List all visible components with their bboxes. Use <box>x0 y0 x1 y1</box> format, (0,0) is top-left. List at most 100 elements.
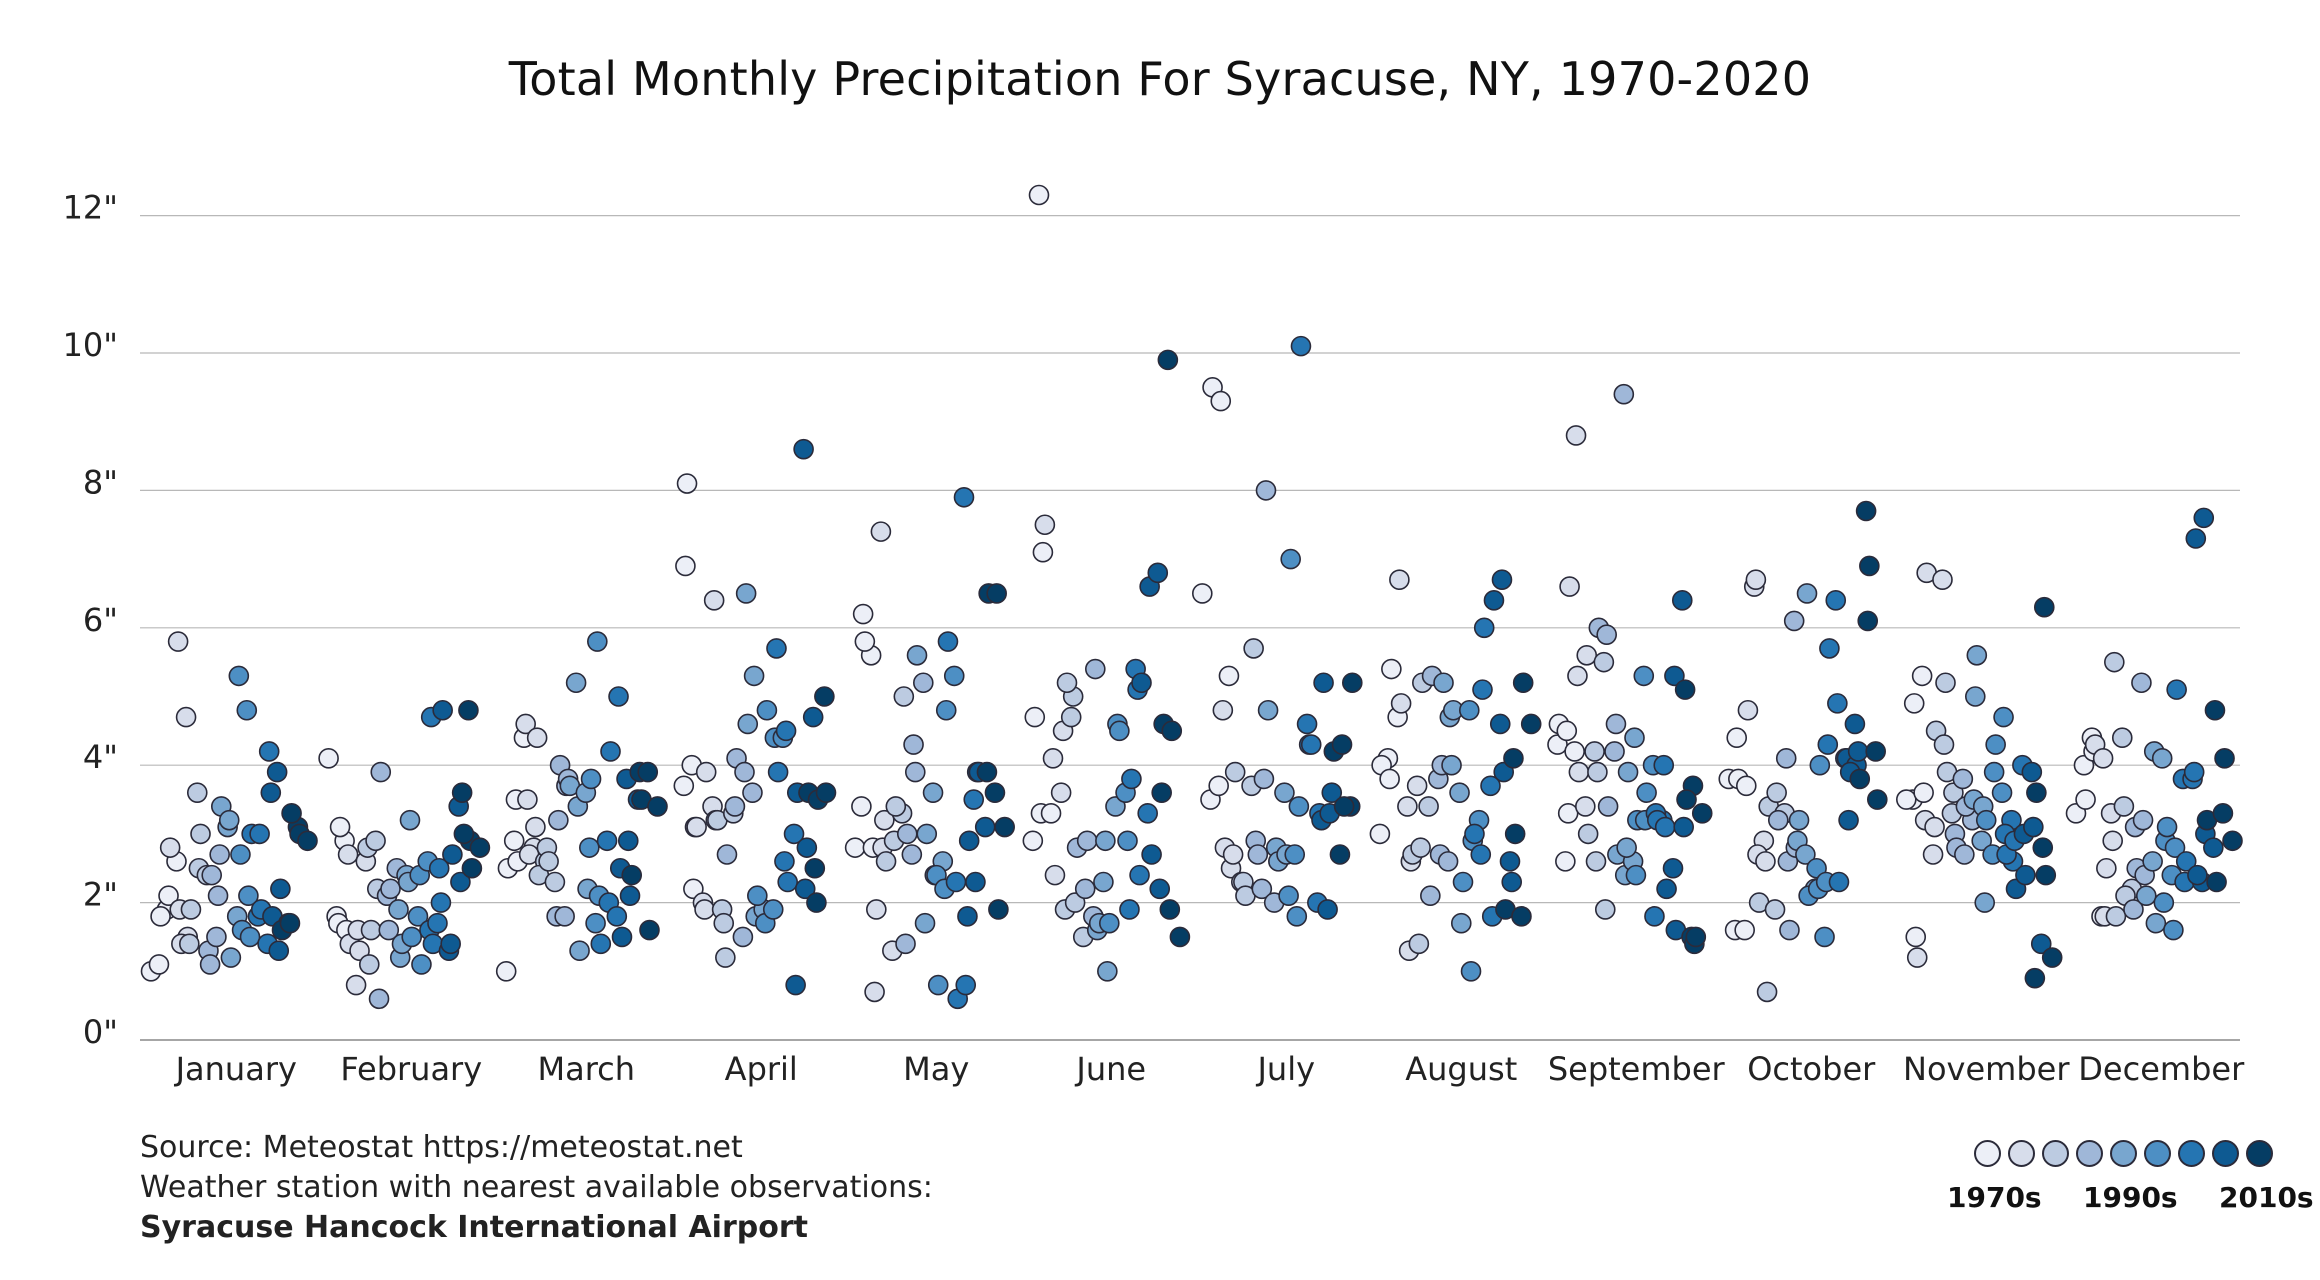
data-point <box>206 926 227 948</box>
data-point <box>1074 878 1096 900</box>
data-point <box>1099 912 1120 934</box>
data-point <box>1971 830 1992 852</box>
data-point <box>866 899 887 920</box>
data-point <box>378 919 400 941</box>
data-point <box>1975 809 1997 831</box>
data-point <box>1726 727 1748 749</box>
data-point <box>358 954 380 975</box>
data-point <box>148 954 170 975</box>
data-point <box>1952 768 1974 790</box>
data-point <box>2035 864 2057 886</box>
data-point <box>1129 864 1150 886</box>
data-point <box>1838 809 1859 831</box>
data-point <box>411 954 432 975</box>
data-point <box>1584 741 1605 762</box>
data-point <box>600 741 621 762</box>
data-point <box>953 486 975 508</box>
data-point <box>777 871 798 893</box>
data-point <box>767 761 789 783</box>
data-point <box>2132 809 2154 831</box>
data-point <box>1379 768 1400 790</box>
data-point <box>1458 699 1480 721</box>
data-point <box>806 892 827 913</box>
data-point <box>927 974 949 996</box>
data-point <box>1208 775 1229 797</box>
data-point <box>1441 754 1462 776</box>
data-point <box>569 940 590 961</box>
data-point <box>1819 638 1840 659</box>
data-point <box>922 782 944 803</box>
data-point <box>802 706 824 728</box>
data-point <box>2212 802 2234 824</box>
data-point <box>1565 425 1587 446</box>
data-point <box>1662 857 1684 879</box>
data-point <box>1109 720 1130 742</box>
data-point <box>2030 933 2052 955</box>
y-tick-label: 10" <box>63 326 118 364</box>
data-point <box>676 473 698 494</box>
data-point <box>1828 871 1850 893</box>
y-tick-label: 12" <box>63 189 118 227</box>
data-point <box>814 686 835 707</box>
data-point <box>988 899 1009 920</box>
data-point <box>815 782 837 803</box>
data-point <box>1161 720 1183 742</box>
data-point <box>1321 782 1343 803</box>
data-point <box>451 782 473 803</box>
data-point <box>1817 734 1839 755</box>
data-point <box>1587 761 1608 783</box>
data-point <box>1141 844 1162 865</box>
data-point <box>1764 899 1786 920</box>
x-tick-label-may: May <box>903 1050 969 1088</box>
data-point <box>1654 816 1676 838</box>
data-point <box>2135 885 2157 907</box>
data-point <box>190 823 211 845</box>
data-point <box>1983 761 2005 783</box>
data-point <box>737 713 759 735</box>
data-point <box>1933 734 1955 755</box>
source-text: Source: Meteostat https://meteostat.net <box>140 1130 743 1165</box>
data-point <box>2142 851 2163 872</box>
data-point <box>735 583 757 604</box>
data-point <box>2185 528 2207 549</box>
data-point <box>903 734 924 755</box>
data-point <box>1450 912 1472 934</box>
data-point <box>913 672 934 694</box>
data-point <box>2131 672 2152 694</box>
data-point <box>1085 658 1106 680</box>
legend-dot <box>2110 1140 2137 1167</box>
data-point <box>774 851 795 872</box>
data-point <box>963 789 985 810</box>
data-point <box>1520 713 1542 735</box>
data-point <box>1932 569 1953 591</box>
data-point <box>955 974 977 996</box>
data-point <box>365 830 386 852</box>
data-point <box>1274 782 1295 803</box>
data-point <box>2024 967 2046 989</box>
data-point <box>526 727 548 749</box>
data-point <box>150 906 171 927</box>
data-point <box>1625 864 1647 886</box>
data-point <box>1593 651 1615 673</box>
data-point <box>1671 590 1693 611</box>
data-point <box>2092 748 2114 769</box>
x-axis-ticks: January February March April May June July Augu… <box>174 1050 2245 1088</box>
data-point <box>458 699 479 721</box>
data-point <box>1779 919 1800 941</box>
data-point <box>844 837 866 858</box>
data-point <box>1452 871 1474 893</box>
data-point <box>935 699 957 721</box>
data-point <box>1253 768 1275 790</box>
data-point <box>766 638 787 659</box>
data-point <box>916 823 938 845</box>
x-tick-label-april: April <box>725 1050 798 1088</box>
data-point <box>673 775 695 797</box>
chart-title: Total Monthly Precipitation For Syracuse… <box>508 52 1812 106</box>
data-point <box>268 940 290 961</box>
data-point <box>1809 754 1831 776</box>
data-point <box>1418 796 1439 817</box>
data-point <box>2214 748 2235 769</box>
data-point <box>621 864 643 886</box>
data-point <box>2102 830 2123 852</box>
data-point <box>428 857 450 879</box>
